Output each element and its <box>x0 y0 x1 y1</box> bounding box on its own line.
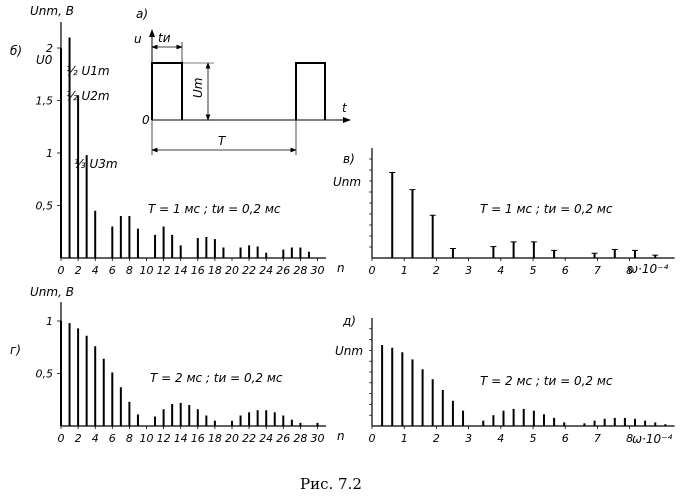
chart-v-x-tick-label: 0 <box>369 264 376 277</box>
chart-g-xlabel: n <box>337 429 345 443</box>
chart-v-params: T = 1 мс ; tи = 0,2 мс <box>480 202 613 216</box>
chart-v-x-tick-label: 5 <box>530 264 537 277</box>
chart-v-x-tick-label: 6 <box>562 264 569 277</box>
chart-b-x-tick-label: 10 <box>140 264 154 277</box>
chart-b-y-tick-label: 2 <box>46 42 53 55</box>
chart-d-ylabel: Unm <box>335 344 363 358</box>
chart-d-params: T = 2 мс ; tи = 0,2 мс <box>480 374 613 388</box>
inset-a-pulse-diagram: а) u t 0 tи Um T <box>134 7 351 155</box>
chart-g-x-tick-label: 8 <box>126 432 133 445</box>
chart-g-x-tick-label: 22 <box>242 432 256 445</box>
chart-g-y-tick-label: 0,5 <box>36 368 54 381</box>
chart-b-x-tick-label: 26 <box>276 264 290 277</box>
chart-b-x-tick-label: 8 <box>126 264 133 277</box>
figure-caption: Рис. 7.2 <box>300 475 362 493</box>
inset-a-zero: 0 <box>142 113 150 127</box>
inset-a-amplitude-label: Um <box>191 78 205 98</box>
inset-a-ylabel: u <box>134 32 142 46</box>
inset-a-pulse-1 <box>151 62 183 120</box>
chart-v-x-tick-label: 8 <box>626 264 633 277</box>
inset-a-pulse-2 <box>295 62 326 120</box>
chart-v-x-tick-label: 2 <box>433 264 440 277</box>
chart-b-x-tick-label: 4 <box>92 264 99 277</box>
chart-b-annotation: ½ U1m <box>66 64 110 78</box>
chart-b-x-tick-label: 30 <box>311 264 325 277</box>
chart-d-x-tick-label: 6 <box>562 432 569 445</box>
chart-g-x-tick-label: 28 <box>293 432 307 445</box>
chart-v-x-tick-label: 7 <box>594 264 601 277</box>
chart-v-panel-label: в) <box>343 152 355 166</box>
chart-b-annotation: ½ U2m <box>66 89 110 103</box>
chart-g-x-tick-label: 12 <box>157 432 171 445</box>
chart-b-y-tick-label: 1,5 <box>36 95 54 108</box>
chart-b-x-tick-label: 24 <box>259 264 273 277</box>
chart-g-x-tick-label: 18 <box>208 432 222 445</box>
inset-a-xlabel: t <box>342 101 348 115</box>
chart-d-x-tick-label: 7 <box>594 432 601 445</box>
chart-d-x-tick-label: 4 <box>497 432 504 445</box>
chart-v-x-tick-label: 3 <box>465 264 472 277</box>
chart-d-x-tick-label: 5 <box>530 432 537 445</box>
spectrum-panels: б)Unm, ВnT = 1 мс ; tи = 0,2 мс0 2 4 6 8 10 12… <box>10 4 675 446</box>
chart-g-x-tick-label: 6 <box>109 432 116 445</box>
chart-b-x-tick-label: 14 <box>174 264 188 277</box>
chart-b-x-tick-label: 16 <box>191 264 205 277</box>
chart-v-ylabel: Unm <box>333 175 361 189</box>
chart-v-xlabel: ω·10⁻⁴ <box>628 262 668 276</box>
chart-b-y-tick-label: 0,5 <box>36 200 54 213</box>
inset-a-tw-label: tи <box>158 31 171 45</box>
chart-d-panel-label: д) <box>342 314 356 328</box>
chart-v-x-tick-label: 4 <box>497 264 504 277</box>
chart-b-ylabel: Unm, В <box>30 4 74 18</box>
chart-d-x-tick-label: 3 <box>465 432 472 445</box>
chart-b-x-tick-label: 28 <box>293 264 307 277</box>
chart-d-x-tick-label: 0 <box>369 432 376 445</box>
chart-g-x-tick-label: 14 <box>174 432 188 445</box>
chart-b-x-tick-label: 22 <box>242 264 256 277</box>
inset-a-label: а) <box>136 7 148 21</box>
chart-b-y-tick-label: 1 <box>46 147 53 160</box>
chart-b-panel-label: б) <box>10 44 22 58</box>
chart-b-x-tick-label: 2 <box>75 264 82 277</box>
chart-b-annotation: ⅓ U3m <box>74 157 118 171</box>
chart-b-annotation: U0 <box>36 53 53 67</box>
chart-v-x-tick-label: 1 <box>401 264 408 277</box>
inset-a-period-label: T <box>218 134 227 148</box>
chart-g-panel-label: г) <box>10 343 21 357</box>
chart-g-x-tick-label: 10 <box>140 432 154 445</box>
chart-g-y-tick-label: 1 <box>46 315 53 328</box>
chart-d-x-tick-label: 2 <box>433 432 440 445</box>
chart-g-x-tick-label: 24 <box>259 432 273 445</box>
chart-b-x-tick-label: 12 <box>157 264 171 277</box>
chart-d-xlabel: ω·10⁻⁴ <box>632 432 672 446</box>
chart-g-x-tick-label: 0 <box>58 432 65 445</box>
chart-g-ylabel: Unm, В <box>30 285 74 299</box>
chart-b-x-tick-label: 20 <box>225 264 239 277</box>
chart-g-x-tick-label: 20 <box>225 432 239 445</box>
chart-g-x-tick-label: 2 <box>75 432 82 445</box>
chart-g-x-tick-label: 26 <box>276 432 290 445</box>
chart-d-x-tick-label: 8 <box>626 432 633 445</box>
chart-b-params: T = 1 мс ; tи = 0,2 мс <box>148 202 281 216</box>
chart-b-x-tick-label: 0 <box>58 264 65 277</box>
chart-d-x-tick-label: 1 <box>401 432 408 445</box>
chart-b-x-tick-label: 6 <box>109 264 116 277</box>
chart-g-params: T = 2 мс ; tи = 0,2 мс <box>150 371 283 385</box>
chart-g-x-tick-label: 4 <box>92 432 99 445</box>
chart-b-x-tick-label: 18 <box>208 264 222 277</box>
chart-g-x-tick-label: 16 <box>191 432 205 445</box>
chart-b-xlabel: n <box>337 261 345 275</box>
chart-g-x-tick-label: 30 <box>311 432 325 445</box>
